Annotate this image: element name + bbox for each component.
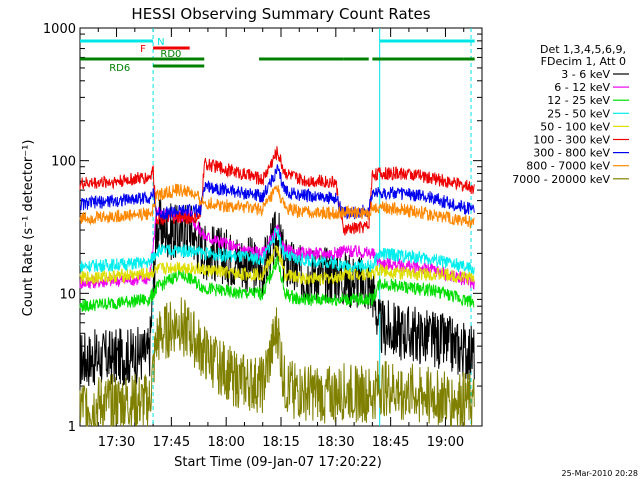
series-group [79,146,475,428]
legend-entry: 50 - 100 keV [540,120,610,133]
x-axis-label: Start Time (09-Jan-07 17:20:22) [174,455,382,470]
y-tick-label: 100 [51,155,76,170]
legend-entry: 3 - 6 keV [561,68,610,81]
legend-entry: 300 - 800 keV [533,147,610,160]
series-line-8 [79,183,475,229]
y-axis: 1 10 100 1000 [43,22,482,435]
series-line-2 [79,207,475,290]
legend-entry: 100 - 300 keV [533,134,610,147]
flag-label-rd6: RD6 [109,63,130,74]
flag-label-n: N [157,37,164,48]
x-tick-label: 18:30 [317,435,354,450]
legend: Det 1,3,4,5,6,9, FDecim 1, Att 0 3 - 6 k… [512,43,629,186]
x-tick-label: 18:15 [262,435,299,450]
series-line-7 [79,164,475,220]
y-axis-label: Count Rate (s⁻¹ detector⁻¹) [21,140,36,317]
chart-title: HESSI Observing Summary Count Rates [131,5,430,23]
x-tick-label: 18:00 [207,435,244,450]
legend-entry: 7000 - 20000 keV [512,173,610,186]
legend-header-line-1: Det 1,3,4,5,6,9, [540,43,626,56]
y-tick-label: 10 [59,287,76,302]
series-line-5 [79,245,475,286]
y-tick-label: 1 [68,420,76,435]
series-line-9 [79,297,475,428]
generation-timestamp: 25-Mar-2010 20:28 [562,469,639,478]
series-line-6 [79,146,475,236]
x-tick-label: 17:30 [98,435,135,450]
legend-entry: 6 - 12 keV [554,81,610,94]
series-line-3 [79,255,475,313]
x-tick-label: 19:00 [427,435,464,450]
x-tick-label: 18:45 [372,435,409,450]
legend-entry: 800 - 7000 keV [526,160,610,173]
plot-area: 17:30 17:45 18:00 18:15 18:30 18:45 19:00 1101… [43,22,483,450]
y-tick-label: 1000 [43,22,76,37]
flag-label-rd0: RD0 [160,49,181,60]
x-axis: 17:30 17:45 18:00 18:15 18:30 18:45 19:00 [97,28,465,450]
legend-entry: 12 - 25 keV [547,94,610,107]
series-line-4 [79,227,475,276]
legend-header-line-2: FDecim 1, Att 0 [541,55,626,68]
flag-bars: NF RD0 RD6 [80,37,475,74]
y-axis-label-text: Count Rate (s⁻¹ detector⁻¹) [21,140,36,317]
legend-entry: 25 - 50 keV [547,107,610,120]
flag-label-f: F [140,44,146,55]
x-tick-label: 17:45 [153,435,190,450]
